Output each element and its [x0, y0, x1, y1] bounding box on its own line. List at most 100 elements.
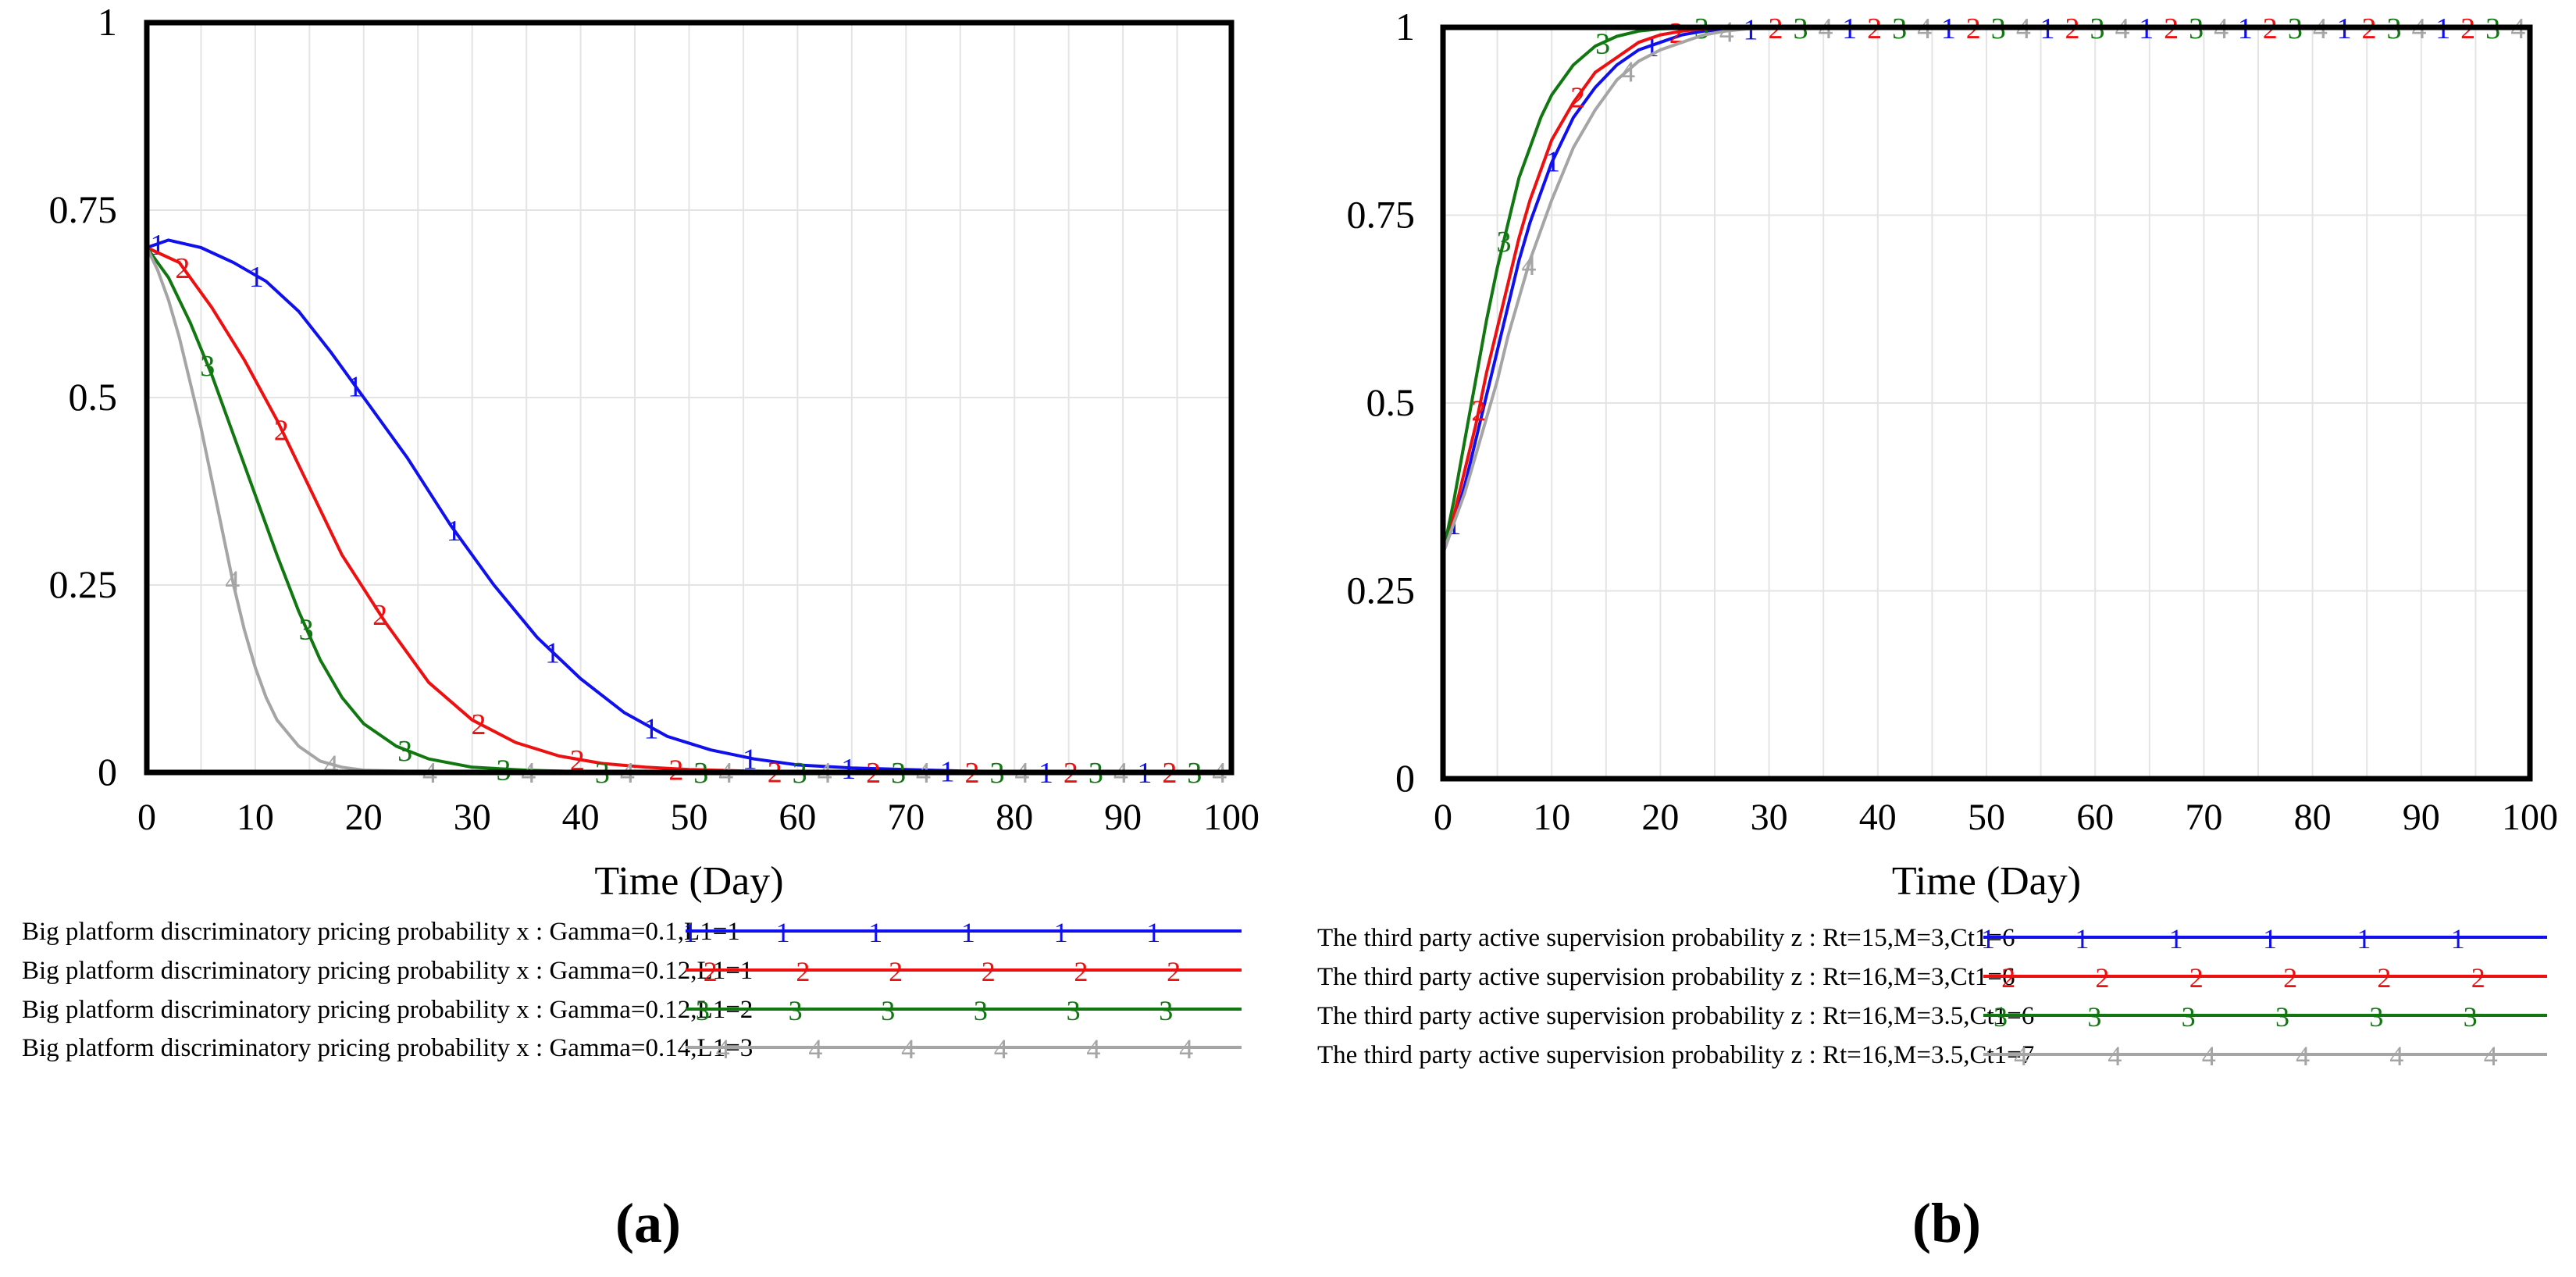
legend-marker-1: 1	[1054, 917, 1068, 948]
x-tick-label: 0	[137, 797, 156, 838]
legend-marker-2: 2	[2471, 962, 2485, 993]
legend-marker-1: 1	[1981, 923, 1995, 954]
x-tick-label: 30	[1751, 797, 1788, 838]
x-tick-label: 60	[779, 797, 816, 838]
plot-frame	[144, 20, 1235, 776]
x-tick-label: 80	[996, 797, 1033, 838]
y-tick-label: 1	[98, 0, 117, 44]
legend-marker-4: 4	[2389, 1040, 2403, 1072]
legend-marker-3: 3	[789, 995, 803, 1026]
legend-entry-label: The third party active supervision proba…	[1317, 1002, 2034, 1030]
legend-marker-3: 3	[2087, 1001, 2101, 1033]
x-tick-label: 40	[562, 797, 600, 838]
legend-marker-1: 1	[683, 917, 697, 948]
series-marker-3: 3	[299, 613, 314, 646]
y-tick-label: 0.75	[49, 187, 118, 231]
legend-marker-2: 2	[1167, 956, 1181, 987]
legend-marker-3: 3	[974, 995, 988, 1026]
legend-marker-1: 1	[776, 917, 790, 948]
legend-marker-2: 2	[2377, 962, 2391, 993]
legend-marker-4: 4	[901, 1033, 915, 1065]
x-tick-label: 100	[1203, 797, 1259, 838]
legend-marker-2: 2	[2189, 962, 2204, 993]
legend-marker-1: 1	[1146, 917, 1160, 948]
legend-entry-label: Big platform discriminatory pricing prob…	[22, 918, 740, 946]
x-tick-label: 90	[1104, 797, 1142, 838]
legend-marker-4: 4	[2296, 1040, 2310, 1072]
series-marker-4: 4	[1521, 249, 1536, 282]
series-marker-4: 4	[1620, 55, 1635, 88]
x-tick-label: 50	[671, 797, 708, 838]
x-tick-label: 50	[1968, 797, 2005, 838]
series-marker-3: 3	[1496, 226, 1511, 259]
series-marker-1: 1	[643, 712, 658, 745]
series-marker-1: 1	[347, 371, 362, 404]
y-tick-label: 0	[98, 750, 117, 794]
legend-marker-2: 2	[704, 956, 718, 987]
legend-marker-1: 1	[868, 917, 882, 948]
legend-entry-label: The third party active supervision proba…	[1317, 963, 2015, 991]
legend-marker-4: 4	[2202, 1040, 2216, 1072]
x-tick-label: 0	[1434, 797, 1452, 838]
legend-marker-3: 3	[2464, 1001, 2478, 1033]
x-tick-label: 80	[2294, 797, 2332, 838]
panel-label: (b)	[1912, 1192, 1981, 1254]
legend-entry-label: The third party active supervision proba…	[1317, 924, 2015, 952]
series-marker-2: 2	[570, 744, 585, 777]
series-marker-4: 4	[324, 749, 339, 782]
x-tick-label: 70	[2185, 797, 2222, 838]
legend-marker-1: 1	[2169, 923, 2183, 954]
legend-marker-2: 2	[2283, 962, 2297, 993]
series-marker-4: 4	[225, 565, 240, 597]
series-marker-3: 3	[397, 735, 412, 768]
x-tick-label: 100	[2502, 797, 2558, 838]
y-tick-label: 0.25	[1347, 569, 1416, 612]
panel-label: (a)	[615, 1192, 681, 1254]
legend-marker-1: 1	[961, 917, 975, 948]
series-marker-4: 4	[1719, 16, 1734, 49]
x-tick-label: 20	[345, 797, 383, 838]
legend-marker-2: 2	[2001, 962, 2015, 993]
legend: Big platform discriminatory pricing prob…	[22, 917, 1242, 1065]
legend-entry-label: Big platform discriminatory pricing prob…	[22, 957, 753, 985]
legend-marker-2: 2	[1074, 956, 1088, 987]
series-marker-2: 2	[1471, 395, 1486, 428]
y-tick-label: 0.25	[49, 562, 118, 606]
series-marker-1: 1	[1545, 145, 1560, 178]
legend-marker-3: 3	[2275, 1001, 2289, 1033]
legend-marker-3: 3	[696, 995, 710, 1026]
legend-marker-3: 3	[1993, 1001, 2008, 1033]
x-tick-label: 60	[2076, 797, 2114, 838]
y-tick-label: 0.75	[1347, 193, 1416, 237]
legend-marker-2: 2	[2095, 962, 2109, 993]
legend-marker-1: 1	[2451, 923, 2465, 954]
x-axis-label: Time (Day)	[594, 859, 783, 904]
y-tick-label: 0.5	[69, 375, 118, 419]
series-marker-3: 3	[200, 350, 215, 383]
series-marker-2: 2	[274, 414, 289, 447]
series-marker-1: 1	[249, 261, 264, 294]
x-tick-label: 40	[1859, 797, 1897, 838]
x-tick-label: 10	[1533, 797, 1570, 838]
series-marker-2: 2	[175, 252, 190, 285]
series-marker-1: 1	[841, 753, 856, 786]
legend-marker-4: 4	[1086, 1033, 1100, 1065]
series-marker-2: 2	[372, 599, 387, 632]
series-marker-2: 2	[472, 708, 486, 741]
legend-marker-1: 1	[2263, 923, 2277, 954]
legend-marker-4: 4	[1179, 1033, 1193, 1065]
x-tick-label: 90	[2403, 797, 2440, 838]
legend-marker-4: 4	[808, 1033, 822, 1065]
y-tick-label: 1	[1395, 5, 1415, 48]
legend: The third party active supervision proba…	[1317, 923, 2547, 1072]
legend-marker-2: 2	[982, 956, 996, 987]
series-marker-1: 1	[447, 515, 461, 548]
legend-marker-4: 4	[2484, 1040, 2498, 1072]
legend-marker-4: 4	[716, 1033, 730, 1065]
legend-marker-4: 4	[2107, 1040, 2122, 1072]
series-marker-1: 1	[545, 637, 560, 670]
